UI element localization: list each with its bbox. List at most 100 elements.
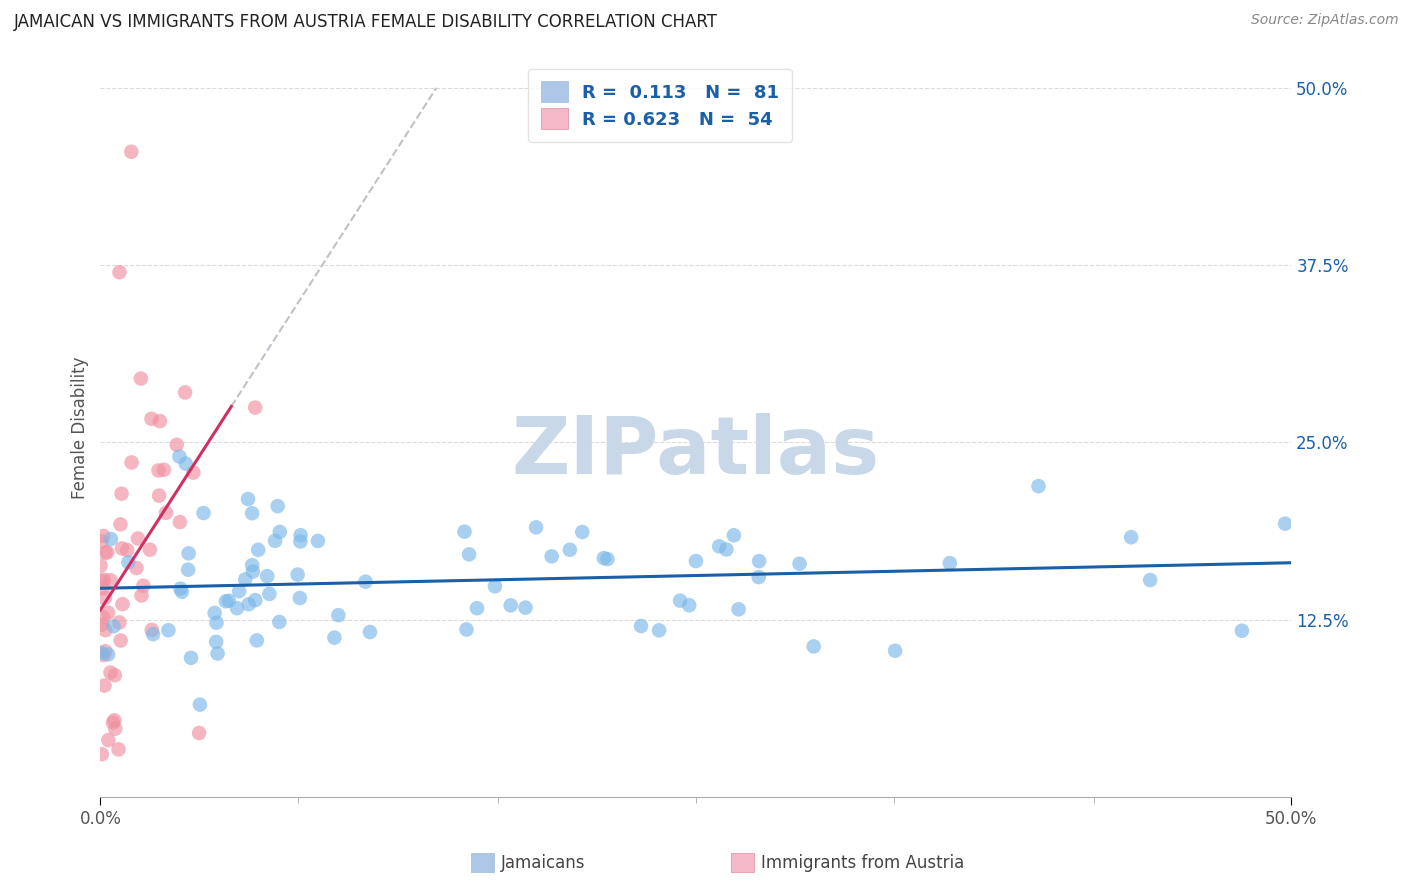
Point [142, 627, 165, 641]
Point [290, 534, 312, 549]
Point [170, 584, 193, 599]
Point [131, 589, 153, 603]
Point [96, 545, 118, 559]
Legend: R =  0.113   N =  81, R = 0.623   N =  54: R = 0.113 N = 81, R = 0.623 N = 54 [529, 69, 792, 142]
Point [287, 567, 309, 582]
Point [107, 742, 129, 756]
Point [524, 520, 547, 534]
Point [90, 574, 112, 588]
Point [884, 644, 907, 658]
Point [484, 579, 506, 593]
Point [259, 587, 281, 601]
Point [101, 715, 124, 730]
Point [648, 624, 671, 638]
Point [100, 573, 122, 587]
Point [108, 615, 131, 630]
Point [93, 573, 115, 587]
Point [1139, 573, 1161, 587]
Point [269, 524, 291, 539]
Point [245, 593, 267, 607]
Point [193, 506, 215, 520]
Point [707, 539, 730, 553]
Point [111, 541, 134, 556]
Point [354, 574, 377, 589]
Point [94, 623, 117, 637]
Point [94, 644, 117, 658]
Point [91, 529, 114, 543]
Text: Source: ZipAtlas.com: Source: ZipAtlas.com [1251, 13, 1399, 28]
Point [215, 594, 238, 608]
Y-axis label: Female Disability: Female Disability [72, 357, 89, 500]
Point [723, 528, 745, 542]
Point [727, 602, 749, 616]
Point [148, 489, 170, 503]
Point [242, 565, 264, 579]
Point [596, 552, 619, 566]
Point [177, 563, 200, 577]
Point [90, 646, 112, 660]
Point [100, 532, 122, 546]
Point [685, 554, 707, 568]
Point [803, 640, 825, 654]
Point [247, 542, 270, 557]
Point [1274, 516, 1296, 531]
Point [108, 265, 131, 279]
Point [90, 747, 112, 762]
Point [93, 648, 115, 662]
Point [180, 650, 202, 665]
Point [571, 524, 593, 539]
Point [100, 665, 122, 680]
Point [669, 593, 692, 607]
Point [139, 542, 162, 557]
Point [592, 551, 614, 566]
Point [1230, 624, 1253, 638]
Point [90, 617, 112, 632]
Point [129, 371, 152, 385]
Point [328, 608, 350, 623]
Point [157, 624, 180, 638]
Point [188, 698, 211, 712]
Point [499, 599, 522, 613]
Point [153, 463, 176, 477]
Point [1121, 530, 1143, 544]
Point [240, 558, 263, 573]
Point [218, 594, 240, 608]
Point [204, 606, 226, 620]
Point [716, 542, 738, 557]
Point [111, 597, 134, 611]
Point [226, 601, 249, 615]
Point [121, 455, 143, 469]
Point [748, 570, 770, 584]
Point [166, 438, 188, 452]
Point [307, 533, 329, 548]
Point [233, 573, 256, 587]
Point [288, 591, 311, 605]
Point [177, 546, 200, 560]
Point [630, 619, 652, 633]
Point [269, 615, 291, 629]
Point [89, 558, 111, 573]
Point [97, 648, 120, 662]
Point [228, 584, 250, 599]
Point [266, 499, 288, 513]
Point [103, 714, 125, 728]
Point [117, 555, 139, 569]
Point [103, 619, 125, 633]
Point [323, 631, 346, 645]
Point [120, 145, 142, 159]
Point [789, 557, 811, 571]
Point [207, 647, 229, 661]
Point [141, 411, 163, 425]
Point [238, 597, 260, 611]
Point [110, 633, 132, 648]
Text: ZIPatlas: ZIPatlas [512, 413, 880, 491]
Point [458, 547, 481, 561]
Point [456, 623, 478, 637]
Point [174, 457, 197, 471]
Text: Jamaicans: Jamaicans [502, 854, 586, 871]
Point [90, 534, 112, 549]
Point [169, 450, 191, 464]
Point [169, 582, 191, 596]
Point [125, 561, 148, 575]
Point [91, 610, 114, 624]
